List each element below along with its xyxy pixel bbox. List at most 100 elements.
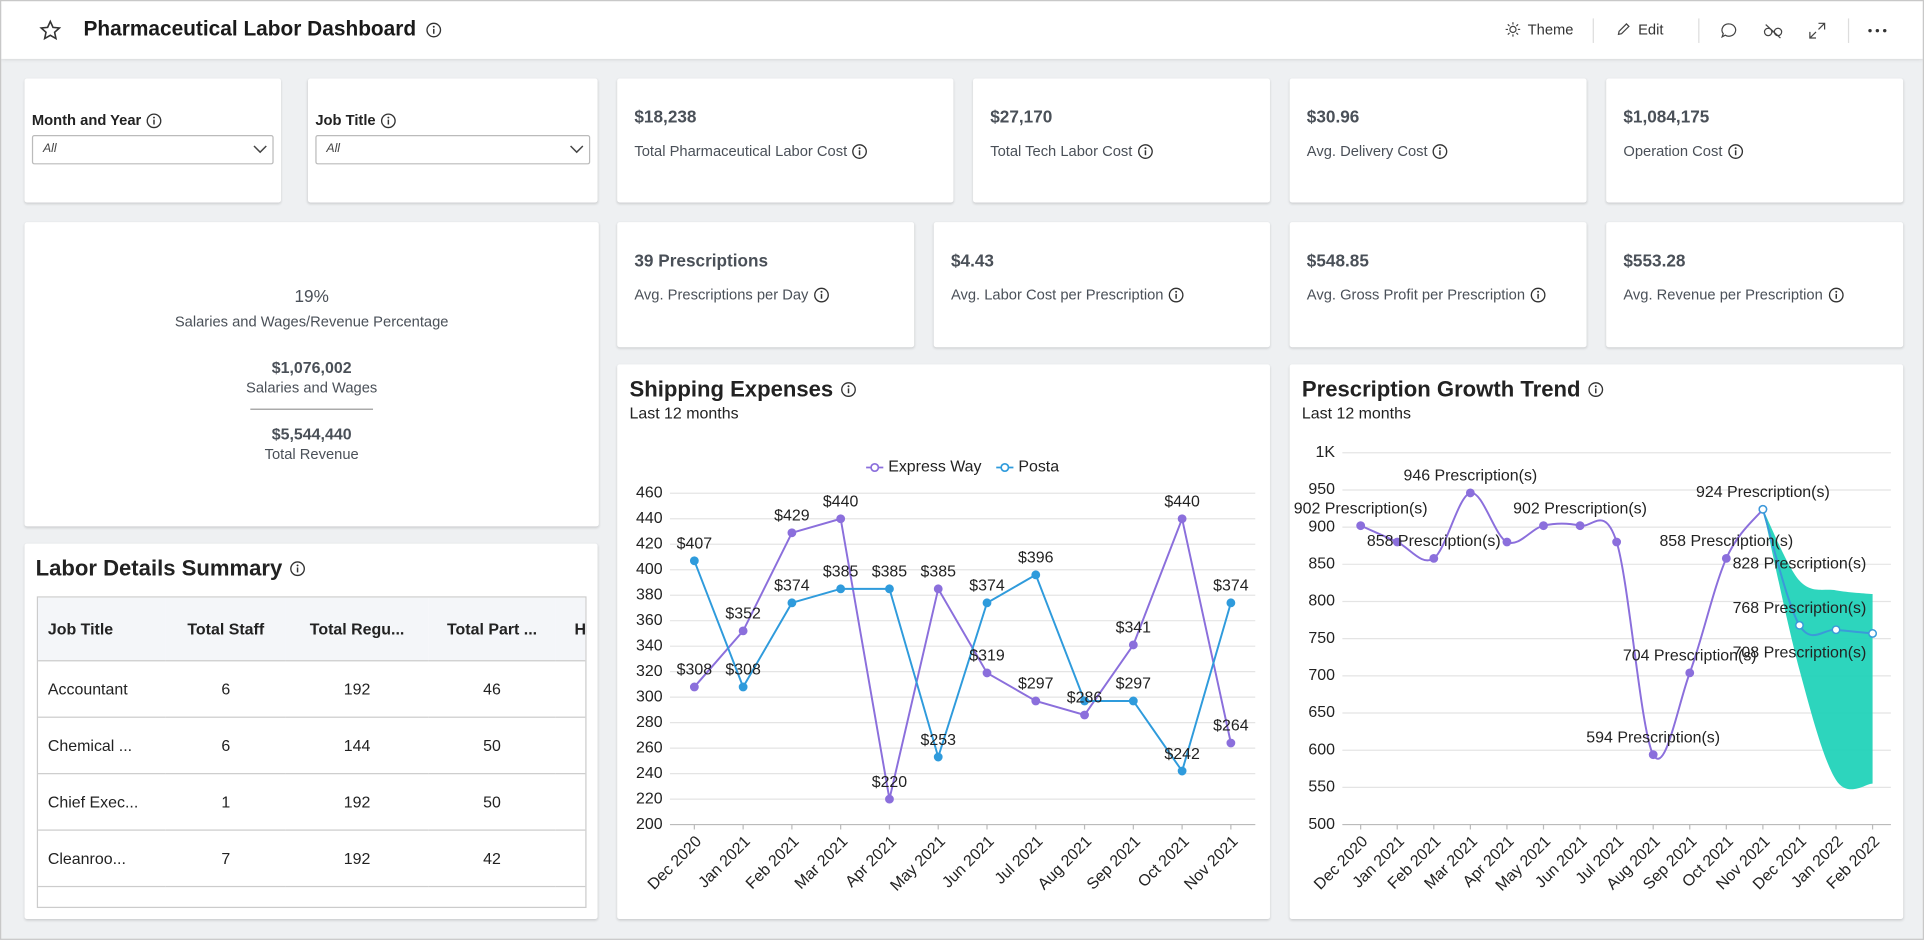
data-point [1080,696,1089,706]
kpi-value: $553.28 [1623,250,1686,270]
x-tick-label: Jun 2021 [939,833,997,891]
y-tick-label: 800 [1308,593,1335,610]
chart-subtitle: Last 12 months [1301,403,1411,423]
data-point [982,668,992,678]
info-dot [432,25,435,28]
legend-label: Posta [1018,459,1059,476]
kpi-label: Total Pharmaceutical Labor Cost [634,142,868,160]
theme-button[interactable]: Theme [1505,20,1574,39]
chart-title: Shipping Expenses [629,377,856,403]
data-label: 708 Prescription(s) [1733,645,1867,662]
filter-value: All [42,142,57,156]
data-label: 924 Prescription(s) [1696,484,1830,501]
favorite-button[interactable] [39,19,62,42]
table-cell: 192 [285,830,429,888]
info-dot [859,146,862,149]
data-point [1685,668,1695,678]
numerator-label: Salaries and Wages [246,379,378,397]
kpi-value: $1,084,175 [1623,106,1710,127]
data-point [982,598,992,608]
kpi-label: Operation Cost [1623,142,1743,160]
data-point [836,514,846,524]
edit-button[interactable]: Edit [1616,21,1663,38]
fullscreen-button[interactable] [1809,22,1826,39]
comment-button[interactable] [1720,22,1737,39]
data-label: $308 [725,662,761,679]
info-icon [1168,287,1184,302]
data-point [1429,553,1439,563]
data-label: $352 [725,606,761,623]
filter-dropdown[interactable]: All [31,134,274,165]
data-label: $429 [774,508,810,525]
more-button[interactable] [1868,27,1888,34]
legend-label: Express Way [888,459,981,476]
kpi-value: $27,170 [990,106,1053,127]
y-tick-label: 240 [636,765,663,782]
table-cell: 7 [165,830,286,888]
data-label: $264 [1213,718,1249,735]
arrow [253,145,267,154]
data-label: $297 [1116,676,1152,693]
data-point [1648,750,1658,760]
info-circle [381,112,396,128]
separator [1698,18,1700,43]
y-tick-label: 220 [636,790,663,807]
column-header: Total Regu... [285,597,429,662]
y-tick-label: 380 [636,586,663,603]
edit-icon [1617,23,1630,36]
ratio-card: 19% Salaries and Wages/Revenue Percentage… [24,222,599,527]
table-cell: 192 [285,660,429,718]
ratio-percent: 19% [294,285,329,306]
chart-card: Prescription Growth Trend Last 12 months 5… [1289,364,1904,920]
kpi-card: $30.96 Avg. Delivery Cost [1289,78,1587,203]
data-point [1758,504,1768,514]
kpi-value: 39 Prescriptions [634,250,769,270]
table-cell: Clinical Sc... [38,886,166,907]
data-point [1177,766,1187,776]
y-tick-label: 460 [636,484,663,501]
info-dot [387,115,390,118]
table-cell: 46 [428,660,556,718]
y-tick-label: 280 [636,714,663,731]
data-point [1031,696,1041,706]
info-dot [153,115,156,118]
data-point [1575,521,1585,531]
theme-label: Theme [1527,20,1574,39]
series-line [693,560,1232,774]
kpi-label: Avg. Revenue per Prescription [1623,286,1844,303]
y-tick-label: 320 [636,663,663,680]
info-dot [1734,146,1737,149]
info-circle [1433,143,1448,159]
kpi-label: Avg. Delivery Cost [1307,142,1449,160]
table-cell: 6 [165,660,286,718]
x-tick-label: Mar 2021 [792,833,852,893]
table-container: Job Title Total Staff Total Regu... Total P… [36,596,587,909]
table-cell: 42 [428,830,556,888]
kpi-card: $27,170 Total Tech Labor Cost [973,78,1270,203]
data-label: $440 [1164,493,1200,510]
filter-dropdown[interactable]: All [315,134,591,165]
data-label: $374 [969,578,1005,595]
data-point [885,794,894,804]
table-cell: $1,900 [555,773,586,831]
chart-card: Shipping Expenses Last 12 months 200 220 240… [617,364,1270,920]
kpi-label-text: Avg. Gross Profit per Prescription [1306,285,1526,304]
title-text: Pharmaceutical Labor Dashboard [83,17,417,41]
table-title: Labor Details Summary [36,556,306,582]
info-icon [290,561,306,577]
series-line [1761,508,1873,637]
y-tick-label: 440 [636,510,663,527]
legend-marker [1000,462,1010,473]
data-point [1128,696,1138,706]
denominator-label: Total Revenue [264,445,359,463]
filter-label: Month and Year [32,112,162,129]
data-point [933,752,943,762]
column-header: Hourly Cost [555,597,586,662]
view-button[interactable] [1763,22,1783,39]
y-tick-label: 750 [1308,630,1335,647]
data-label: $253 [920,732,956,749]
info-dot [1594,385,1597,388]
kpi-label: Total Tech Labor Cost [990,142,1153,160]
kpi-card: $548.85 Avg. Gross Profit per Prescriptio… [1289,222,1587,348]
